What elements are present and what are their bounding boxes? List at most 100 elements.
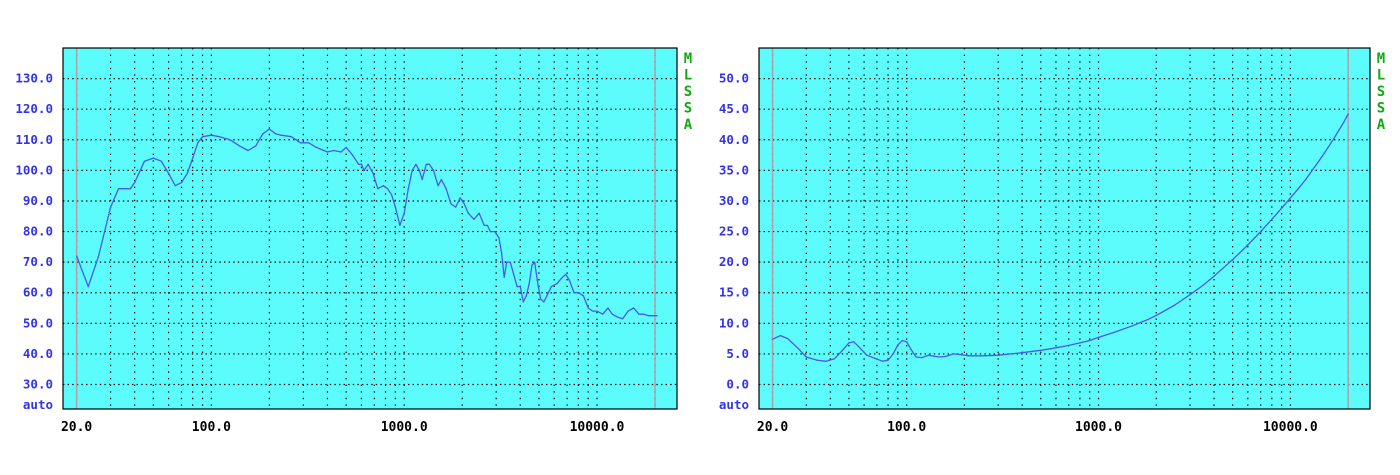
data-point: [647, 315, 650, 317]
data-point: [952, 353, 954, 355]
data-point: [1247, 244, 1249, 246]
data-point: [247, 149, 249, 152]
data-point: [901, 339, 904, 342]
horizontal-grid: [63, 77, 677, 386]
data-point: [617, 316, 619, 318]
data-point: [866, 354, 868, 356]
data-point: [536, 279, 538, 282]
y-tick-label: 80.0: [23, 224, 53, 239]
data-point: [921, 357, 923, 359]
data-point: [1146, 319, 1149, 321]
data-point: [174, 185, 176, 187]
y-tick-label: 120.0: [15, 101, 53, 116]
data-point: [525, 295, 527, 297]
data-point: [568, 279, 571, 282]
data-point: [531, 264, 533, 266]
data-point: [415, 163, 417, 165]
data-point: [1202, 284, 1204, 286]
data-point: [1305, 179, 1307, 181]
side-label-letter: A: [684, 117, 693, 133]
side-label-letter: M: [1377, 51, 1385, 67]
data-point: [377, 188, 379, 190]
data-point: [787, 338, 789, 340]
data-point: [1097, 336, 1100, 338]
plot-frame: [62, 47, 678, 410]
data-point: [582, 295, 585, 297]
data-point: [805, 356, 807, 358]
plot-frame: [758, 47, 1371, 410]
data-point: [1068, 344, 1070, 346]
x-tick-label: 100.0: [192, 420, 231, 435]
data-point: [486, 224, 488, 226]
data-point: [945, 355, 947, 357]
data-point: [421, 179, 423, 181]
data-point: [627, 310, 629, 312]
data-point: [833, 358, 836, 360]
data-point: [982, 355, 984, 357]
data-point: [387, 188, 389, 190]
data-point: [910, 348, 912, 350]
data-point: [180, 182, 183, 184]
data-point: [494, 231, 496, 233]
data-point: [816, 359, 818, 361]
data-point: [478, 212, 480, 214]
data-point: [841, 350, 843, 352]
side-label-letter: S: [684, 84, 692, 100]
data-point: [897, 344, 899, 346]
data-point: [1055, 347, 1057, 349]
data-point: [1338, 128, 1340, 130]
data-point: [403, 212, 405, 214]
data-point: [1271, 218, 1273, 220]
data-point: [299, 142, 302, 144]
data-point: [262, 133, 264, 135]
data-point: [592, 310, 594, 312]
data-point: [463, 203, 465, 205]
data-point: [1260, 231, 1262, 233]
data-point: [796, 347, 799, 349]
data-point: [622, 318, 624, 320]
data-point: [1311, 169, 1313, 171]
data-point: [1089, 339, 1091, 342]
data-point: [358, 163, 360, 165]
data-point: [887, 359, 889, 361]
y-tick-label: 35.0: [719, 162, 749, 177]
data-point: [1323, 152, 1325, 154]
data-point: [506, 261, 508, 263]
side-label-letter: L: [1377, 68, 1385, 84]
data-point: [143, 160, 146, 162]
y-tick-label: 0.0: [726, 377, 749, 392]
data-series-line: [75, 128, 658, 320]
data-point: [882, 360, 884, 362]
data-point: [652, 315, 654, 317]
x-tick-label: 1000.0: [1075, 420, 1122, 435]
y-tick-label: 50.0: [719, 71, 749, 86]
data-point: [934, 355, 936, 357]
data-point: [382, 185, 384, 187]
data-point: [160, 160, 162, 162]
side-label-letter: S: [684, 101, 692, 117]
y-tick-label: 40.0: [23, 346, 53, 361]
data-point: [561, 276, 563, 278]
data-point: [587, 307, 589, 309]
x-tick-label: 1000.0: [381, 420, 428, 435]
data-point: [927, 354, 930, 356]
data-point: [1343, 121, 1345, 123]
side-label-letter: A: [1377, 117, 1386, 133]
data-point: [394, 206, 396, 208]
side-label-letter: S: [1377, 84, 1385, 100]
data-point: [87, 286, 89, 288]
x-tick-label: 100.0: [887, 420, 926, 435]
y-tick-label: 30.0: [23, 377, 53, 392]
data-point: [1010, 353, 1012, 355]
y-tick-label: 40.0: [719, 132, 749, 147]
data-series-line: [772, 113, 1349, 362]
data-point: [892, 353, 894, 355]
vertical-grid: [76, 48, 656, 409]
chart-1: 30.0 40.0 50.0 60.0 70.0 80.0 90.0 100.0 110.0 12…: [15, 47, 693, 435]
data-point: [573, 292, 575, 294]
data-point: [268, 128, 270, 130]
side-label-letter: L: [684, 68, 692, 84]
y-tick-label: 45.0: [719, 101, 749, 116]
data-point: [432, 169, 435, 171]
data-point: [519, 286, 521, 288]
